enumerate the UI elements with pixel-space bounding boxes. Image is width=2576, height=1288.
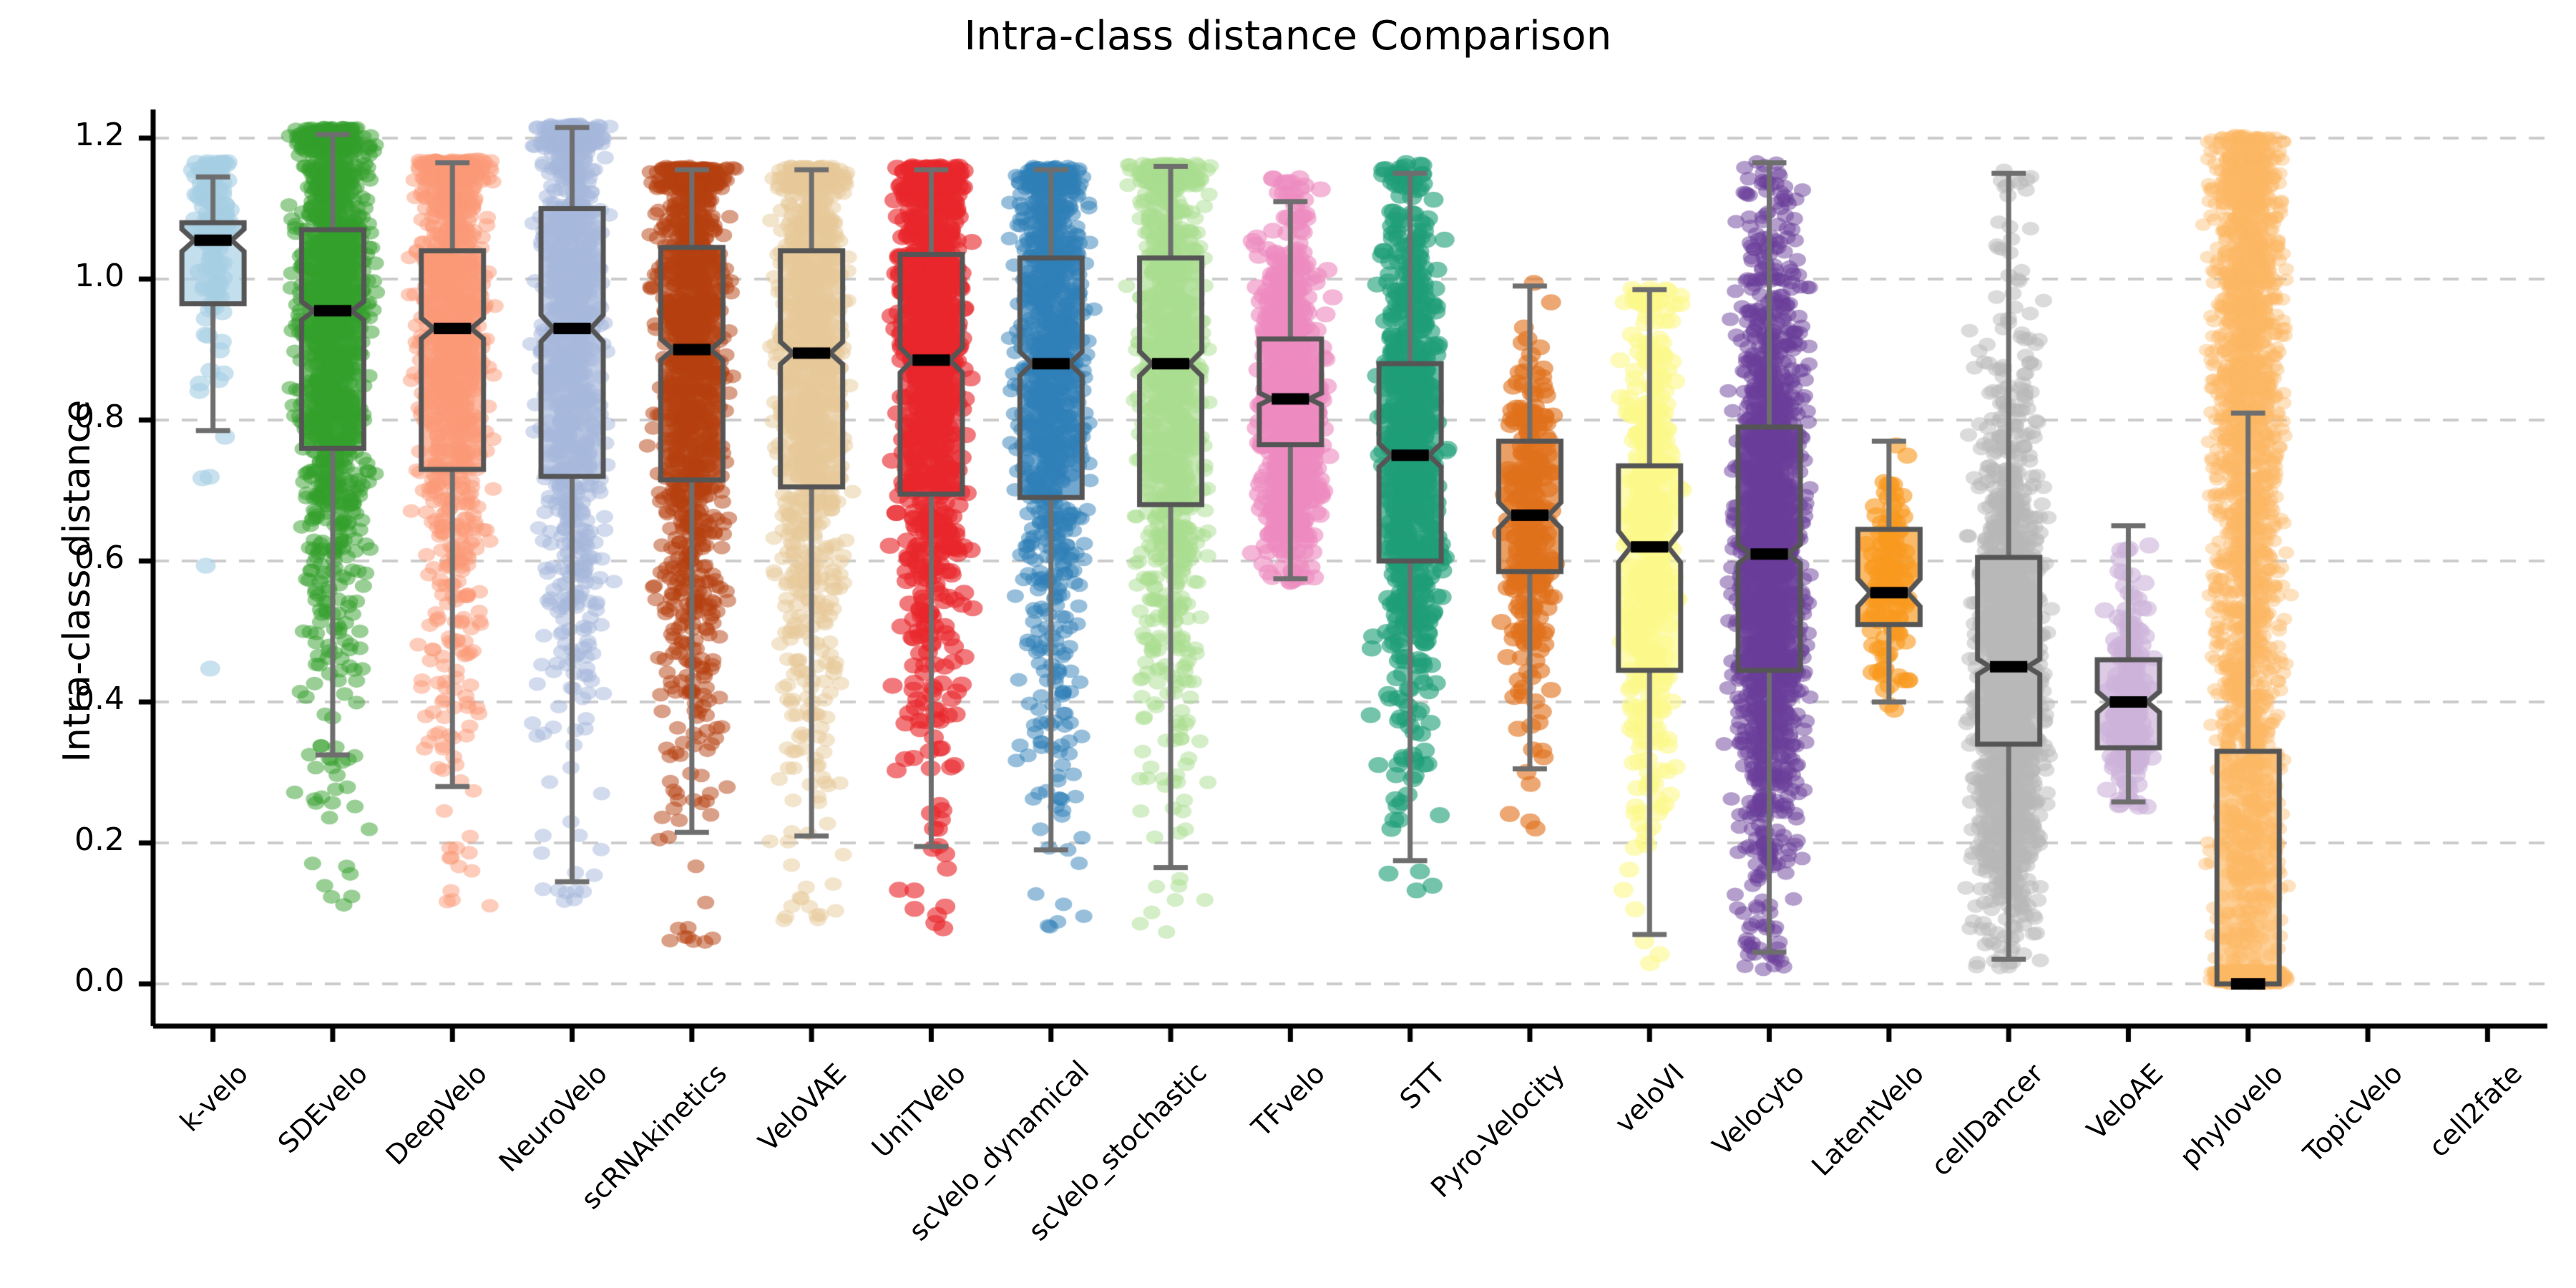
y-tick-label: 1.2 <box>74 117 125 153</box>
y-tick-label: 1.0 <box>74 258 125 294</box>
y-tick-label: 0.8 <box>74 399 125 435</box>
y-tick-label: 0.2 <box>74 821 125 858</box>
y-tick-label: 0.0 <box>74 962 125 999</box>
chart-title: Intra-class distance Comparison <box>964 13 1612 59</box>
y-tick-label: 0.4 <box>74 680 125 717</box>
y-tick-label: 0.6 <box>74 540 125 576</box>
